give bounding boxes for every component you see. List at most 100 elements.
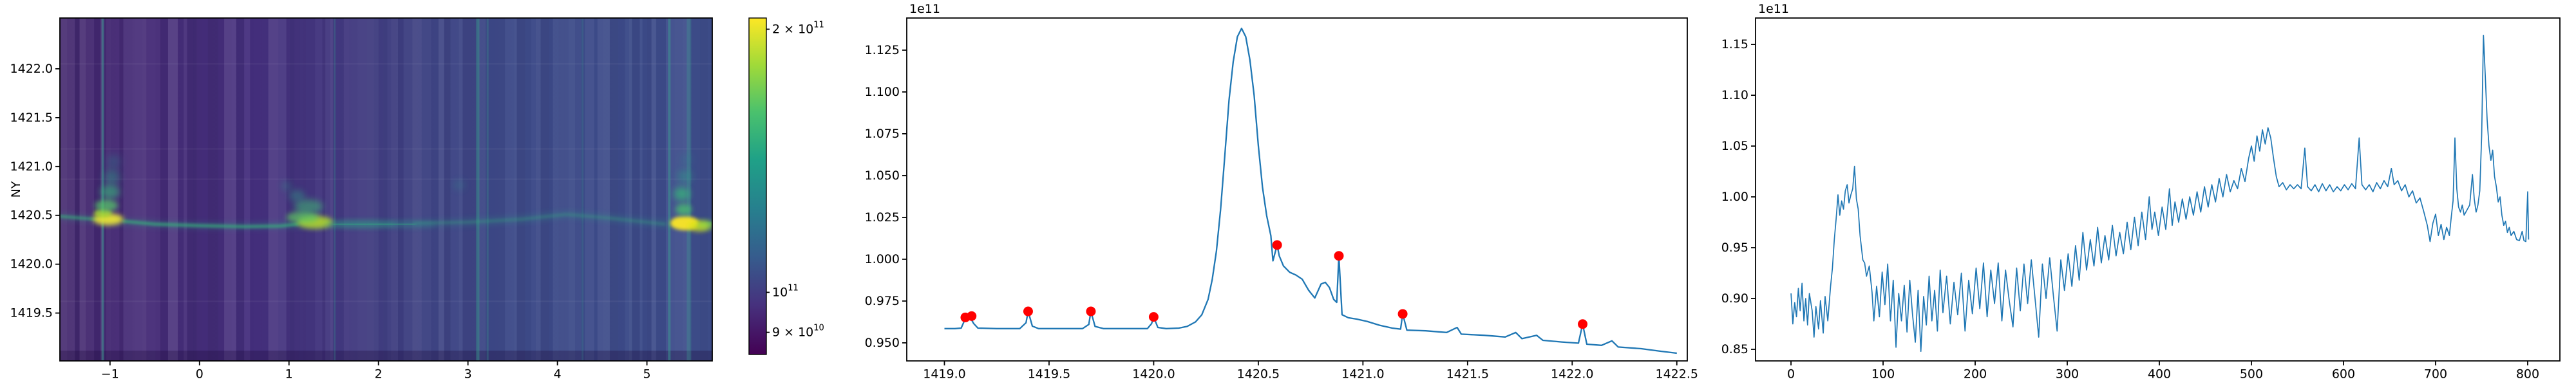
- channel-stripe: [231, 18, 236, 361]
- channel-stripe: [236, 18, 245, 361]
- channel-stripe: [651, 18, 656, 361]
- emission-blob: [677, 169, 692, 183]
- emission-blob: [106, 154, 121, 169]
- channel-stripe: [184, 18, 187, 361]
- x-tick-label: 1: [285, 367, 293, 381]
- channel-stripe: [471, 18, 479, 361]
- colorbar-gradient: [748, 17, 767, 355]
- dark-bottom-band: [60, 351, 712, 361]
- y-tick-label: 0.85: [1721, 342, 1748, 356]
- emission-blob: [385, 221, 438, 228]
- channel-stripe: [207, 18, 218, 361]
- timeseries-curve: [1790, 35, 2530, 353]
- channel-stripe: [642, 18, 648, 361]
- emission-blob: [294, 199, 323, 214]
- y-tick-label: 1.10: [1721, 88, 1748, 102]
- x-tick-label: −1: [101, 367, 119, 381]
- channel-stripe: [135, 18, 142, 361]
- y-tick-label: 1422.0: [10, 62, 53, 76]
- colorbar-tick-label: 1011: [772, 283, 799, 300]
- channel-stripe: [303, 18, 306, 361]
- x-tick-label: 400: [2148, 367, 2171, 381]
- x-tick-label: 1422.0: [1551, 367, 1593, 381]
- emission-blob: [289, 190, 305, 202]
- colorbar-tick-label: 9 × 1010: [772, 323, 824, 340]
- channel-stripe: [514, 18, 517, 361]
- rfi-line: [582, 18, 584, 361]
- axes: −1 0 1 2 3 4 5 1422.0 1421.5 1421.0 1420.5 1420.0 14…: [9, 17, 713, 381]
- spectral-line: [413, 213, 667, 226]
- plot-frame: [59, 17, 713, 362]
- x-tick-label: 0: [196, 367, 204, 381]
- emission-blob: [453, 179, 466, 190]
- x-tick-label: 2: [375, 367, 383, 381]
- channel-stripe: [656, 18, 666, 361]
- axis-offset-label: 1e11: [1758, 2, 1789, 16]
- heatmap-background: [60, 18, 712, 361]
- channel-stripe: [94, 18, 101, 361]
- channel-stripe: [167, 18, 178, 361]
- timeseries-curve-group: [1790, 35, 2530, 353]
- channel-stripe: [412, 18, 422, 361]
- spectrum-curve: [944, 27, 1677, 354]
- channel-stripe: [60, 18, 68, 361]
- channel-stripe: [478, 18, 486, 361]
- emission-blob: [281, 181, 292, 191]
- x-tick-label: 1419.5: [1028, 367, 1070, 381]
- rfi-line: [334, 18, 336, 361]
- channel-stripe: [618, 18, 625, 361]
- spectrum-curve-group: [944, 27, 1677, 354]
- y-tick-label: 1420.0: [10, 257, 53, 271]
- y-tick-label: 1.15: [1721, 37, 1748, 51]
- channel-stripe: [632, 18, 640, 361]
- x-tick-label: 200: [1964, 367, 1987, 381]
- axes: 1419.0 1419.5 1420.0 1420.5 1421.0 1421.5 1422…: [865, 2, 1698, 381]
- channel-stripe: [330, 18, 333, 361]
- channel-stripe: [218, 18, 225, 361]
- x-tick-label: 800: [2516, 367, 2539, 381]
- x-tick-label: 0: [1787, 367, 1795, 381]
- channel-stripe: [597, 18, 603, 361]
- peak-marker: [1397, 309, 1408, 319]
- emission-blob: [681, 154, 692, 166]
- faint-row: [60, 63, 712, 65]
- channel-stripe: [322, 18, 326, 361]
- rfi-line: [668, 18, 671, 361]
- emission-blob: [95, 199, 118, 212]
- channel-stripe: [294, 18, 300, 361]
- channel-stripe: [250, 18, 254, 361]
- channel-stripe: [142, 18, 147, 361]
- emission-blob: [104, 169, 120, 185]
- channel-stripe: [549, 18, 553, 361]
- x-tick-label: 3: [464, 367, 472, 381]
- channel-stripe: [536, 18, 541, 361]
- x-tick-label: 1421.0: [1341, 367, 1384, 381]
- channel-stripe: [193, 18, 197, 361]
- channel-stripe: [123, 18, 133, 361]
- x-tick-label: 500: [2240, 367, 2263, 381]
- emission-blob: [674, 187, 690, 201]
- channel-stripe: [568, 18, 576, 361]
- channel-stripe: [160, 18, 168, 361]
- channel-stripe: [603, 18, 610, 361]
- y-tick-label: 1.100: [865, 85, 900, 99]
- rfi-line: [486, 18, 489, 361]
- peak-marker: [1334, 251, 1344, 261]
- x-tick-label: 300: [2056, 367, 2079, 381]
- x-tick-label: 1419.0: [923, 367, 965, 381]
- y-tick-label: 0.90: [1721, 291, 1748, 306]
- x-tick-label: 1421.5: [1446, 367, 1489, 381]
- y-tick-label: 1.00: [1721, 190, 1748, 204]
- y-tick-label: 1.025: [865, 210, 900, 225]
- x-tick-label: 1422.5: [1656, 367, 1698, 381]
- channel-stripe: [357, 18, 367, 361]
- x-tick-label: 700: [2424, 367, 2447, 381]
- channel-stripe: [609, 18, 618, 361]
- x-tick-label: 5: [643, 367, 651, 381]
- emission-blob: [100, 185, 120, 199]
- heatmap-image: [60, 18, 712, 361]
- peak-marker: [1148, 312, 1159, 322]
- spectral-line: [122, 219, 299, 228]
